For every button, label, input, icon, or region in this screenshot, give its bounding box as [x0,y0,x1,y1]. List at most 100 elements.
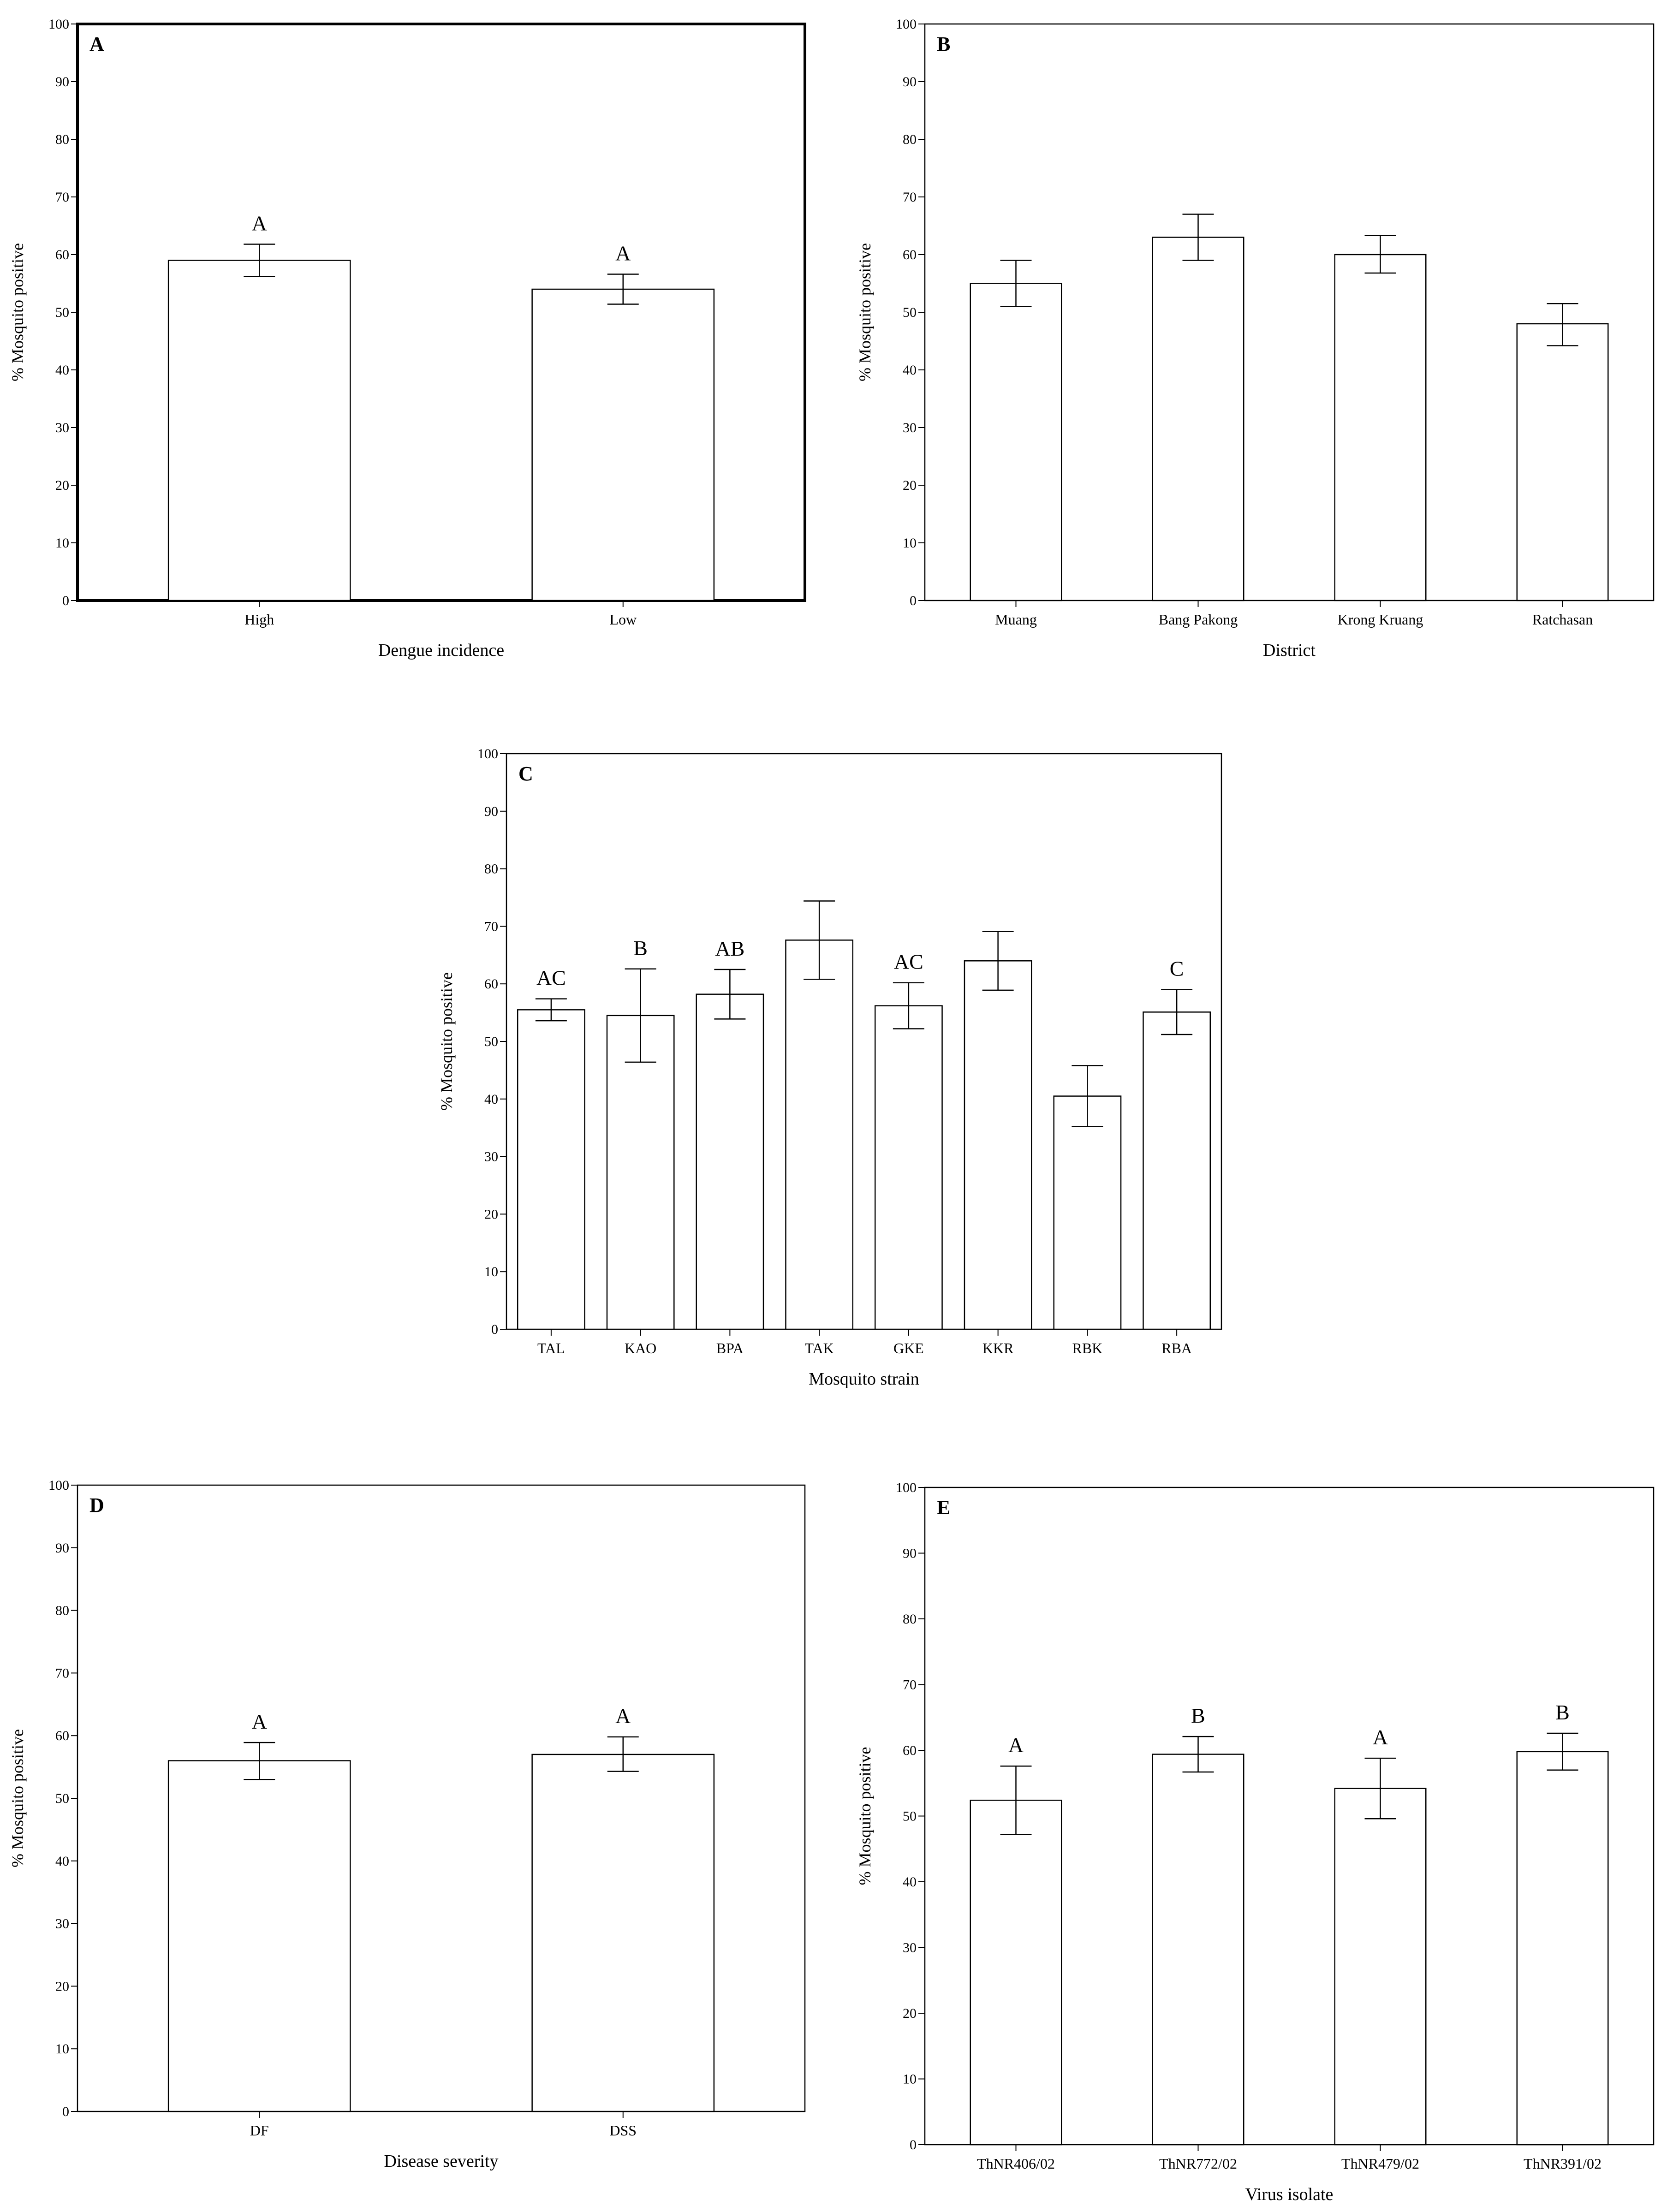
y-tick-label: 90 [903,74,917,89]
x-axis-title: Dengue incidence [378,641,504,660]
y-tick-label: 40 [55,363,69,378]
y-tick-label: 70 [903,190,917,205]
y-tick-label: 60 [903,1743,917,1758]
panel-d: 0 10 20 30 40 50 60 70 80 90 100 DF A DSS A D Disease se… [8,1478,806,2171]
x-tick-label: ThNR772/02 [1159,2155,1237,2172]
x-tick-label: DF [250,2122,269,2139]
x-tick-label: Krong Kruang [1338,611,1423,628]
panel-e: 0 10 20 30 40 50 60 70 80 90 100 ThNR406/02 A ThNR772… [856,1480,1655,2204]
y-axis-title: % Mosquito positive [437,972,456,1111]
panel-b: 0 10 20 30 40 50 60 70 80 90 100 Muang Bang Pakong Kr… [856,17,1655,660]
y-tick-label: 20 [55,478,69,493]
y-axis-title: % Mosquito positive [856,1747,874,1885]
significance-label: A [1008,1733,1024,1757]
bar [1152,1754,1244,2146]
y-tick-label: 80 [55,132,69,147]
y-tick-label: 60 [903,247,917,262]
bar [970,1800,1062,2146]
panel-c: 0 10 20 30 40 50 60 70 80 90 100 TAL AC KAO B BPA AB TAK G… [437,746,1222,1389]
y-tick-label: 70 [903,1677,917,1693]
y-tick-label: 0 [491,1322,498,1337]
y-tick-label: 20 [903,478,917,493]
y-tick-label: 10 [903,535,917,551]
y-tick-label: 30 [55,420,69,435]
x-tick-label: GKE [893,1340,924,1356]
panel-letter: E [937,1496,950,1519]
significance-label: A [1373,1725,1388,1749]
bar [1334,254,1427,601]
significance-label: C [1170,957,1184,981]
y-tick-label: 70 [55,1665,69,1681]
y-tick-label: 30 [484,1149,498,1165]
y-tick-label: 80 [484,862,498,877]
significance-label: B [1555,1701,1570,1724]
panel-letter: D [89,1494,104,1516]
bar [1053,1095,1122,1330]
y-tick-label: 100 [896,17,917,32]
y-tick-label: 10 [903,2072,917,2087]
y-tick-label: 20 [484,1207,498,1222]
x-axis-title: District [1263,641,1316,660]
y-tick-label: 40 [484,1092,498,1107]
bar [1334,1788,1427,2146]
significance-label: A [615,242,631,265]
y-tick-label: 50 [55,305,69,320]
y-tick-label: 60 [484,976,498,992]
y-tick-label: 80 [55,1603,69,1618]
y-tick-label: 70 [55,190,69,205]
y-tick-label: 80 [903,132,917,147]
y-tick-label: 40 [903,363,917,378]
x-tick-label: DSS [609,2122,637,2139]
x-axis-title: Disease severity [384,2152,499,2171]
y-tick-label: 10 [55,535,69,551]
panel-letter: B [937,33,950,55]
panel-letter: C [518,762,533,785]
x-tick-label: RBA [1161,1340,1192,1356]
x-tick-label: RBK [1072,1340,1102,1356]
significance-label: B [1191,1704,1205,1727]
y-tick-label: 40 [903,1874,917,1890]
y-tick-label: 60 [55,247,69,262]
bar [606,1015,675,1330]
y-tick-label: 100 [48,17,69,32]
bar [874,1005,943,1330]
significance-label: AC [536,966,566,990]
significance-label: AC [894,950,923,974]
bar [531,288,715,601]
significance-label: A [252,212,267,235]
x-tick-label: Muang [995,611,1037,628]
y-tick-label: 100 [477,746,498,761]
x-axis-title: Mosquito strain [809,1369,919,1389]
y-tick-label: 30 [903,420,917,435]
x-tick-label: High [244,611,274,628]
bar [785,940,854,1330]
bar [964,960,1032,1330]
y-tick-label: 10 [55,2041,69,2057]
bar [531,1754,715,2112]
panel-a: 0 10 20 30 40 50 60 70 80 90 100 High A Low A A Dengue i… [8,17,806,660]
x-tick-label: Low [609,611,637,628]
y-axis-title: % Mosquito positive [8,1729,27,1867]
y-tick-label: 10 [484,1264,498,1279]
significance-label: AB [715,937,744,960]
y-tick-label: 90 [55,1540,69,1556]
x-tick-label: TAL [537,1340,565,1356]
x-tick-label: Bang Pakong [1159,611,1238,628]
x-tick-label: ThNR479/02 [1341,2155,1419,2172]
y-tick-label: 60 [55,1728,69,1743]
y-tick-label: 0 [62,2104,69,2119]
bar [1152,237,1244,601]
x-tick-label: KKR [982,1340,1014,1356]
y-tick-label: 50 [903,305,917,320]
significance-label: A [252,1710,267,1733]
significance-label: A [615,1704,631,1728]
y-tick-label: 100 [48,1478,69,1493]
x-tick-label: ThNR406/02 [977,2155,1055,2172]
x-tick-label: BPA [716,1340,744,1356]
y-tick-label: 50 [55,1791,69,1806]
y-tick-label: 0 [910,2137,917,2153]
bar [167,260,351,601]
bar [167,1760,351,2112]
bar [1516,1751,1609,2146]
y-tick-label: 50 [484,1034,498,1049]
